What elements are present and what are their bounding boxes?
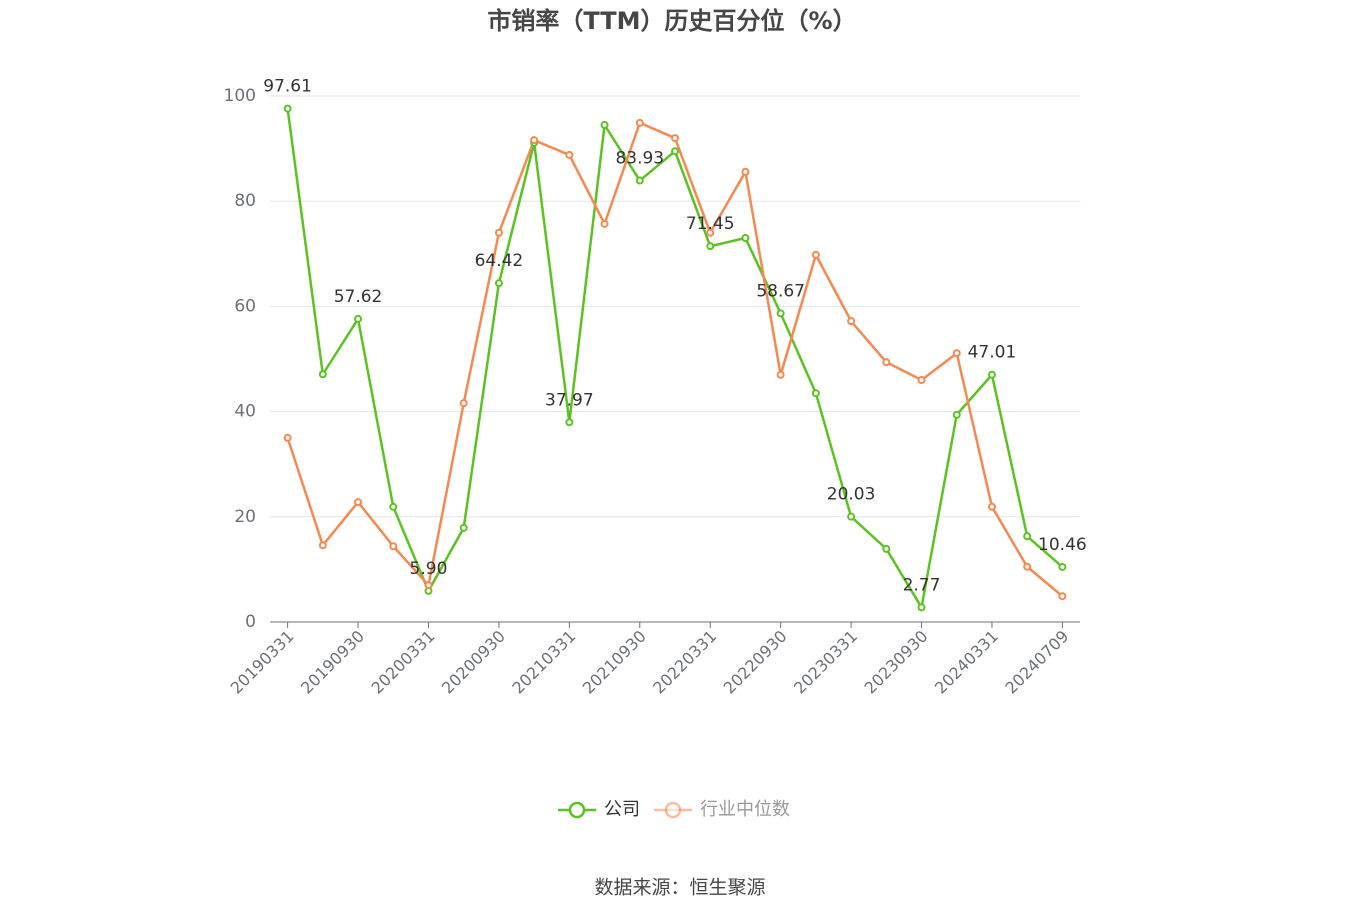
data-point	[424, 581, 433, 590]
data-point	[565, 418, 574, 427]
data-point	[354, 498, 363, 507]
y-tick-label: 20	[234, 507, 256, 527]
x-tick-label: 20240331	[931, 627, 1002, 698]
data-point	[1058, 562, 1067, 571]
data-label: 57.62	[334, 287, 383, 307]
legend-label: 行业中位数	[700, 799, 790, 820]
data-point	[283, 104, 292, 113]
data-label: 58.67	[756, 281, 805, 301]
x-tick-label: 20230331	[790, 627, 861, 698]
legend-label: 公司	[604, 799, 640, 820]
data-point	[635, 118, 644, 127]
data-point	[987, 502, 996, 511]
x-tick-label: 20220930	[720, 627, 791, 698]
x-tick-label: 20240709	[1001, 627, 1072, 698]
data-label: 20.03	[827, 485, 876, 505]
data-point	[318, 370, 327, 379]
data-point	[811, 250, 820, 259]
data-point	[565, 150, 574, 159]
data-point	[882, 544, 891, 553]
data-point	[283, 433, 292, 442]
x-tick-label: 20230930	[861, 627, 932, 698]
data-point	[847, 317, 856, 326]
data-point	[1058, 592, 1067, 601]
x-tick-label: 20220331	[649, 627, 720, 698]
data-label: 47.01	[968, 343, 1017, 363]
data-point	[318, 541, 327, 550]
y-tick-label: 100	[224, 86, 256, 106]
data-point	[706, 242, 715, 251]
data-point	[459, 523, 468, 532]
source-note: 数据来源：恒生聚源	[594, 877, 765, 899]
data-point	[600, 120, 609, 129]
data-point	[354, 314, 363, 323]
data-point	[776, 370, 785, 379]
data-point	[882, 358, 891, 367]
data-point	[987, 370, 996, 379]
series-line	[286, 121, 1064, 598]
x-tick-label: 20190331	[227, 627, 298, 698]
data-label: 71.45	[686, 214, 735, 234]
data-label: 83.93	[615, 149, 664, 169]
y-tick-label: 60	[234, 296, 256, 316]
legend-swatch-marker	[568, 801, 586, 819]
chart-title: 市销率（TTM）历史百分位（%）	[487, 7, 856, 35]
y-tick-label: 0	[245, 612, 256, 632]
x-tick-label: 20190930	[297, 627, 368, 698]
data-point	[494, 279, 503, 288]
data-point	[917, 376, 926, 385]
data-point	[389, 542, 398, 551]
x-tick-label: 20210331	[508, 627, 579, 698]
data-point	[952, 410, 961, 419]
data-point	[530, 136, 539, 145]
data-point	[459, 399, 468, 408]
data-point	[635, 176, 644, 185]
data-label: 2.77	[903, 575, 941, 595]
y-tick-label: 40	[234, 402, 256, 422]
data-label: 64.42	[475, 251, 524, 271]
data-point	[389, 502, 398, 511]
data-point	[1023, 532, 1032, 541]
legend: 公司 行业中位数	[558, 799, 790, 820]
data-point	[952, 349, 961, 358]
data-point	[741, 234, 750, 243]
data-label: 10.46	[1038, 535, 1087, 555]
data-point	[776, 309, 785, 318]
data-point	[1023, 562, 1032, 571]
x-tick-label: 20200331	[367, 627, 438, 698]
data-point	[917, 603, 926, 612]
data-point	[671, 147, 679, 156]
data-label: 97.61	[263, 77, 312, 97]
data-label: 37.97	[545, 390, 594, 410]
x-tick-label: 20200930	[438, 627, 509, 698]
x-tick-label: 20210930	[579, 627, 650, 698]
series-line	[286, 108, 1064, 609]
legend-swatch-marker	[664, 801, 682, 819]
y-tick-label: 80	[234, 191, 256, 211]
data-point	[494, 228, 503, 237]
data-point	[600, 219, 609, 228]
data-point	[741, 167, 750, 176]
data-point	[811, 389, 820, 398]
data-label: 5.90	[410, 559, 448, 579]
data-point	[671, 134, 679, 143]
data-point	[706, 228, 715, 237]
data-point	[847, 512, 856, 521]
